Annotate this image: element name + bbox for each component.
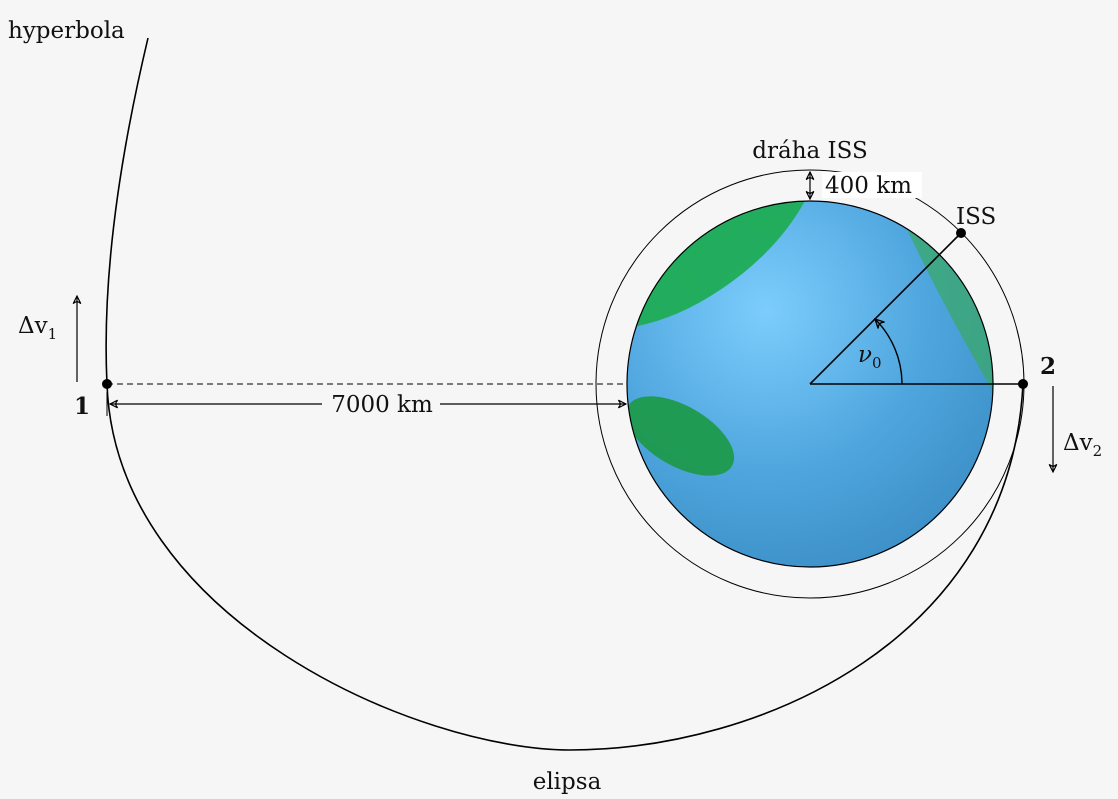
hyperbola-label: hyperbola bbox=[8, 18, 125, 44]
point-2-label: 2 bbox=[1040, 353, 1056, 380]
iss-radius-line bbox=[809, 232, 962, 385]
point-2-marker bbox=[1018, 379, 1028, 389]
delta-v2-label: Δv2 bbox=[1063, 430, 1102, 460]
ellipse-curve bbox=[106, 383, 1024, 751]
point-1-label: 1 bbox=[74, 393, 90, 420]
earth bbox=[626, 200, 994, 568]
point-1-marker bbox=[102, 379, 112, 389]
hyperbola-curve bbox=[105, 37, 149, 385]
ellipse-label: elipsa bbox=[533, 769, 602, 795]
iss-label: ISS bbox=[956, 204, 996, 230]
iss-orbit-label: dráha ISS bbox=[752, 138, 867, 164]
distance-label: 7000 km bbox=[331, 392, 433, 418]
delta-v1-label: Δv1 bbox=[18, 313, 57, 343]
angle-arc bbox=[875, 319, 903, 385]
altitude-label: 400 km bbox=[825, 173, 912, 199]
continent-bottom-left bbox=[627, 396, 735, 476]
angle-label: ν0 bbox=[858, 342, 882, 372]
iss-marker bbox=[956, 228, 966, 238]
